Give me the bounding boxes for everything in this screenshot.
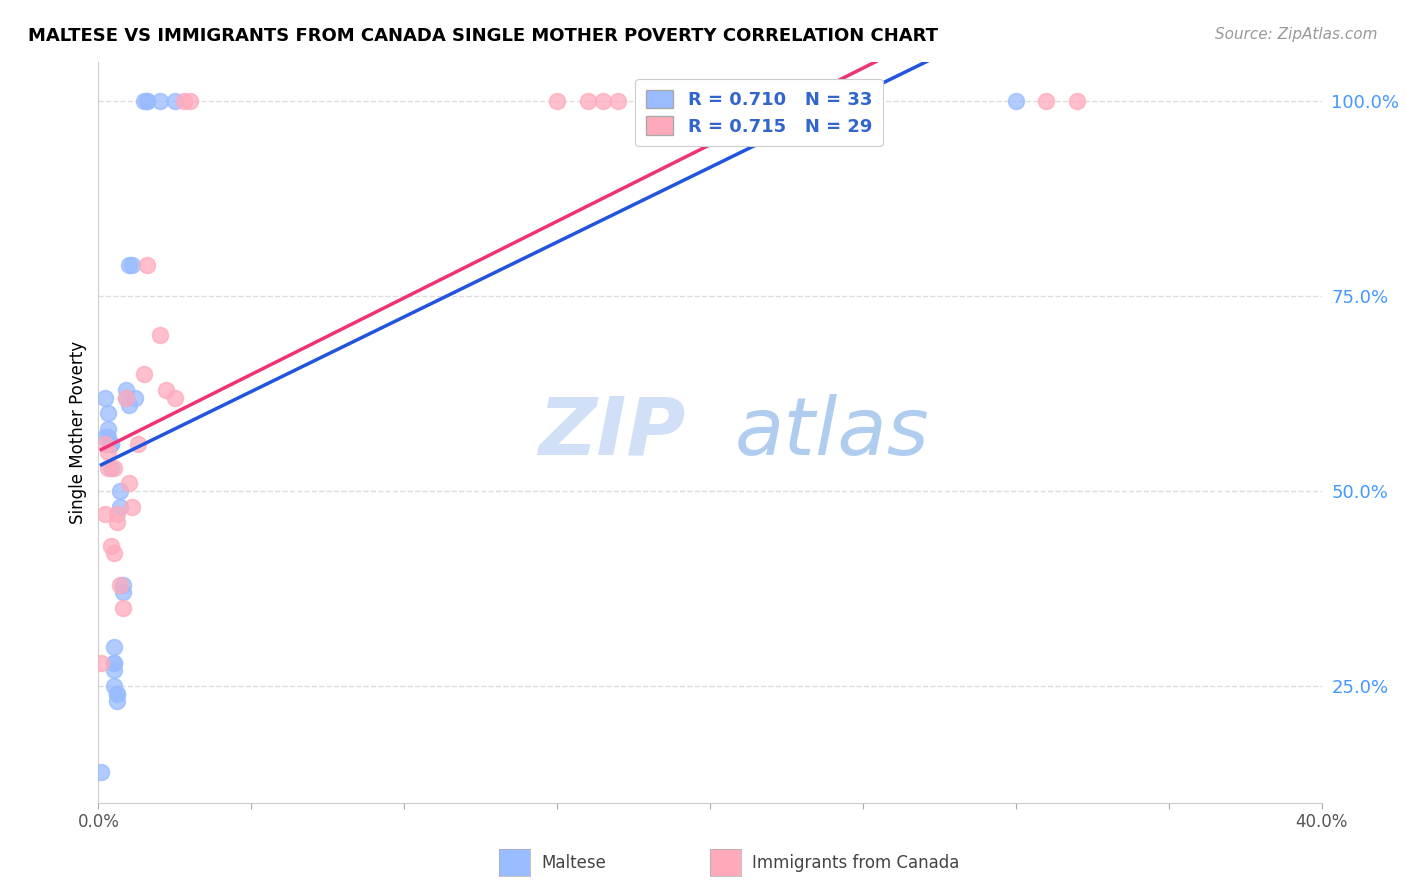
Point xyxy=(111,577,134,591)
Point xyxy=(115,391,138,405)
Text: MALTESE VS IMMIGRANTS FROM CANADA SINGLE MOTHER POVERTY CORRELATION CHART: MALTESE VS IMMIGRANTS FROM CANADA SINGLE… xyxy=(28,27,938,45)
Point xyxy=(163,95,186,109)
Point xyxy=(173,95,195,109)
Point xyxy=(115,391,138,405)
Point xyxy=(111,585,134,599)
Point xyxy=(592,95,614,109)
Point xyxy=(97,445,120,459)
Point xyxy=(163,391,186,405)
Point xyxy=(1004,95,1026,109)
Legend: R = 0.710   N = 33, R = 0.715   N = 29: R = 0.710 N = 33, R = 0.715 N = 29 xyxy=(636,78,883,146)
Point xyxy=(149,95,172,109)
Point xyxy=(118,258,141,272)
Point xyxy=(100,437,122,451)
Point xyxy=(103,640,125,654)
Point xyxy=(103,546,125,560)
Point xyxy=(90,764,112,779)
Point xyxy=(149,328,172,343)
Point xyxy=(105,687,128,701)
Point xyxy=(93,429,115,443)
Point xyxy=(136,95,159,109)
Point xyxy=(90,656,112,670)
Point xyxy=(607,95,630,109)
Point xyxy=(105,508,128,522)
Point xyxy=(103,679,125,693)
Point xyxy=(127,437,149,451)
Text: atlas: atlas xyxy=(734,393,929,472)
Text: Immigrants from Canada: Immigrants from Canada xyxy=(752,854,959,871)
Point xyxy=(100,539,122,553)
Point xyxy=(105,515,128,529)
Point xyxy=(97,406,120,420)
Point xyxy=(134,95,156,109)
Point xyxy=(93,391,115,405)
Point xyxy=(121,500,143,514)
Point xyxy=(97,460,120,475)
Point xyxy=(1035,95,1057,109)
Point xyxy=(103,663,125,677)
Point xyxy=(103,460,125,475)
Point xyxy=(118,398,141,412)
Point xyxy=(136,258,159,272)
Point xyxy=(103,656,125,670)
Point xyxy=(546,95,568,109)
Point xyxy=(108,577,131,591)
Point xyxy=(134,367,156,381)
Point xyxy=(100,437,122,451)
Point xyxy=(103,656,125,670)
Point xyxy=(97,429,120,443)
Point xyxy=(155,383,177,397)
Point xyxy=(97,422,120,436)
Point xyxy=(118,476,141,491)
Point xyxy=(179,95,201,109)
Point xyxy=(108,500,131,514)
Point xyxy=(108,484,131,499)
Point xyxy=(124,391,146,405)
Point xyxy=(1066,95,1088,109)
Point xyxy=(93,437,115,451)
Point xyxy=(121,258,143,272)
Point xyxy=(115,383,138,397)
Point xyxy=(93,508,115,522)
Text: Maltese: Maltese xyxy=(541,854,606,871)
Point xyxy=(105,694,128,708)
Y-axis label: Single Mother Poverty: Single Mother Poverty xyxy=(69,341,87,524)
Point xyxy=(105,687,128,701)
Point xyxy=(576,95,599,109)
Point xyxy=(111,601,134,615)
Point xyxy=(136,95,159,109)
Text: ZIP: ZIP xyxy=(538,393,686,472)
Point xyxy=(100,460,122,475)
Text: Source: ZipAtlas.com: Source: ZipAtlas.com xyxy=(1215,27,1378,42)
